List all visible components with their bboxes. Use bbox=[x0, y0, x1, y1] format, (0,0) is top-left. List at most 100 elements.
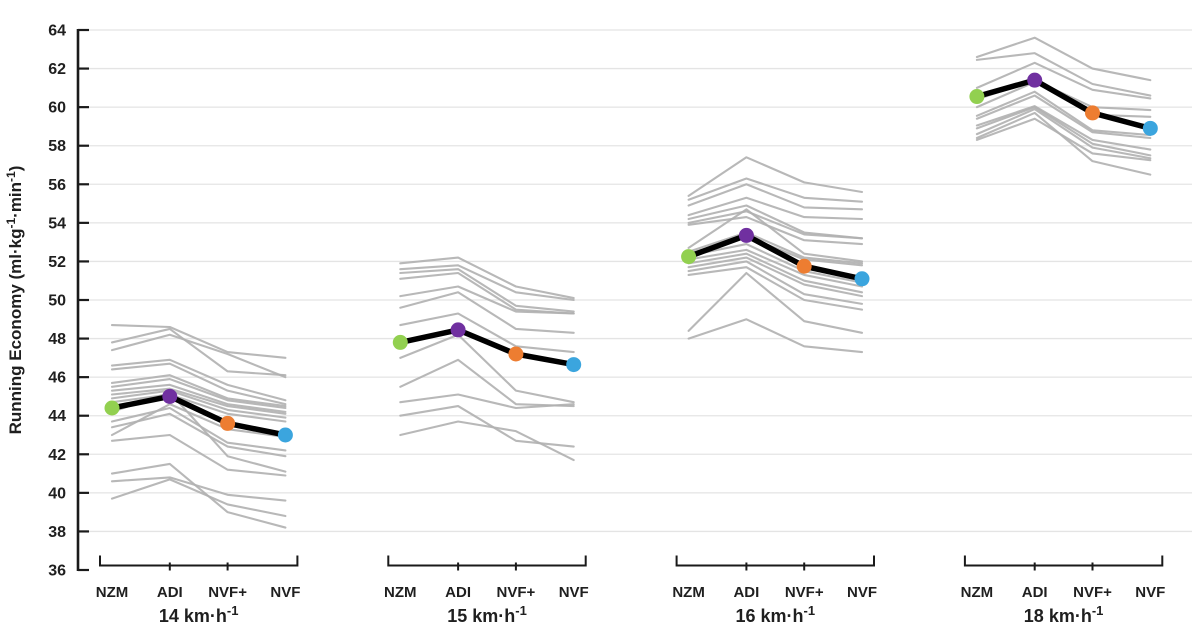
participant-line bbox=[110, 403, 287, 438]
participant-line bbox=[399, 393, 575, 410]
group-bracket bbox=[99, 555, 299, 567]
participant-line bbox=[687, 177, 864, 203]
mean-point-nzm bbox=[104, 400, 120, 416]
condition-label: NZM bbox=[961, 584, 994, 601]
group-bracket bbox=[675, 555, 875, 567]
participant-line bbox=[110, 383, 287, 413]
speed-label: 18 km·h-1 bbox=[1024, 603, 1104, 626]
condition-label: NVF bbox=[847, 584, 877, 601]
participant-line bbox=[399, 291, 575, 334]
participant-line bbox=[975, 36, 1152, 82]
mean-point-nvf bbox=[566, 357, 582, 373]
mean-point-nvf bbox=[277, 427, 293, 443]
y-tick-label: 40 bbox=[48, 485, 66, 502]
speed-group: NZM ADI NVF+ NVF 15 km·h-1 bbox=[384, 256, 589, 626]
participant-line bbox=[975, 61, 1152, 100]
mean-point-nzm bbox=[392, 334, 408, 350]
condition-label: NZM bbox=[384, 584, 417, 601]
participant-line bbox=[110, 374, 287, 408]
participant-line bbox=[110, 389, 287, 419]
participant-line bbox=[399, 268, 575, 313]
participant-line bbox=[110, 358, 287, 402]
participant-line bbox=[687, 248, 864, 288]
mean-point-adi bbox=[450, 322, 466, 338]
speed-group: NZM ADI NVF+ NVF 18 km·h-1 bbox=[961, 36, 1165, 626]
y-tick-label: 58 bbox=[48, 138, 66, 155]
mean-point-nzm bbox=[681, 249, 697, 265]
participant-line bbox=[110, 478, 287, 518]
participant-line bbox=[687, 256, 864, 298]
condition-label: NVF+ bbox=[785, 584, 824, 601]
y-tick-label: 52 bbox=[48, 254, 66, 271]
participant-line bbox=[110, 406, 287, 452]
y-tick-label: 46 bbox=[48, 370, 66, 387]
participant-line bbox=[110, 476, 287, 502]
mean-point-nvfplus bbox=[508, 346, 524, 362]
condition-label: ADI bbox=[445, 584, 471, 601]
condition-label: ADI bbox=[733, 584, 759, 601]
y-tick-label: 64 bbox=[48, 23, 66, 40]
condition-label: NVF+ bbox=[1073, 584, 1112, 601]
participant-line bbox=[110, 433, 287, 477]
participant-line bbox=[399, 312, 575, 354]
mean-line bbox=[111, 393, 286, 438]
participant-line bbox=[975, 111, 1152, 176]
condition-label: NVF+ bbox=[497, 584, 536, 601]
mean-point-adi bbox=[162, 388, 178, 404]
participant-line bbox=[110, 333, 287, 379]
group-bracket bbox=[387, 555, 587, 567]
y-tick-label: 54 bbox=[48, 215, 66, 232]
participant-line bbox=[399, 264, 575, 302]
participant-line bbox=[399, 256, 575, 300]
mean-line bbox=[687, 232, 863, 282]
condition-label: ADI bbox=[1022, 584, 1048, 601]
participant-line bbox=[687, 318, 864, 354]
participant-line bbox=[687, 156, 864, 197]
participant-line bbox=[687, 266, 864, 311]
participant-line bbox=[975, 108, 1152, 160]
participant-line bbox=[687, 216, 864, 246]
condition-label: NVF+ bbox=[208, 584, 247, 601]
participant-line bbox=[110, 387, 287, 415]
speed-label: 14 km·h-1 bbox=[159, 603, 239, 626]
participant-line bbox=[399, 420, 575, 462]
speed-label: 16 km·h-1 bbox=[736, 603, 816, 626]
participant-line bbox=[687, 196, 864, 221]
y-tick-label: 50 bbox=[48, 293, 66, 310]
y-tick-label: 56 bbox=[48, 177, 66, 194]
mean-point-nvfplus bbox=[796, 258, 812, 274]
participant-line bbox=[975, 105, 1152, 151]
participant-line bbox=[110, 327, 287, 377]
participant-line bbox=[687, 260, 864, 305]
mean-point-adi bbox=[738, 227, 754, 243]
mean-point-nvfplus bbox=[1085, 105, 1100, 121]
y-tick-label: 42 bbox=[48, 447, 66, 464]
participant-line bbox=[975, 106, 1152, 157]
y-tick-label: 62 bbox=[48, 61, 66, 78]
participant-line bbox=[399, 333, 575, 404]
participant-line bbox=[687, 210, 864, 240]
speed-group: NZM ADI NVF+ NVF 16 km·h-1 bbox=[672, 156, 877, 626]
participant-line bbox=[687, 183, 864, 211]
participant-line bbox=[687, 208, 864, 263]
participant-line bbox=[110, 324, 287, 359]
condition-label: NVF bbox=[1135, 584, 1165, 601]
participant-line bbox=[687, 231, 864, 265]
participant-line bbox=[399, 405, 575, 448]
y-axis-title: Running Economy (ml·kg-1·min-1) bbox=[4, 166, 25, 435]
group-bracket bbox=[963, 555, 1164, 567]
y-tick-label: 36 bbox=[48, 563, 66, 580]
condition-label: NVF bbox=[270, 584, 300, 601]
mean-point-nvf bbox=[1142, 120, 1158, 136]
participant-line bbox=[687, 252, 864, 294]
mean-point-adi bbox=[1027, 72, 1043, 88]
participant-line bbox=[687, 243, 864, 284]
y-tick-label: 48 bbox=[48, 331, 66, 348]
participant-line bbox=[110, 378, 287, 410]
participant-line bbox=[110, 393, 287, 423]
participant-line bbox=[110, 462, 287, 529]
condition-label: NZM bbox=[672, 584, 705, 601]
participant-line bbox=[110, 362, 287, 406]
participant-line bbox=[687, 271, 864, 334]
